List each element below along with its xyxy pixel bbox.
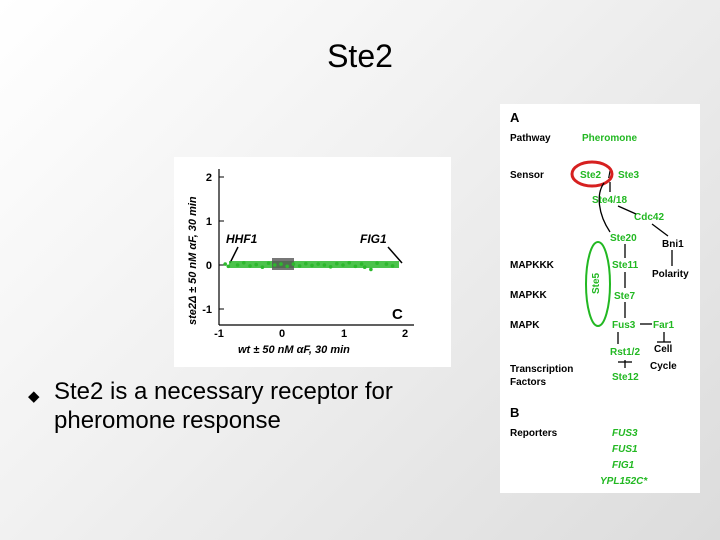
slide-title: Ste2: [327, 38, 393, 74]
scatter-point: [260, 265, 265, 269]
node-separator: /: [608, 170, 611, 181]
arrow-cdc42-to-bni1: [651, 223, 669, 237]
node-bni1: Bni1: [662, 239, 684, 250]
node-ste12: Ste12: [612, 372, 639, 383]
panel-label-c: C: [392, 306, 403, 323]
x-tick-label: -1: [214, 328, 224, 340]
annotation-hhf1: HHF1: [226, 232, 258, 246]
node-polarity: Polarity: [652, 269, 689, 280]
ste5-scaffold-outline: [585, 241, 611, 327]
node-ste7: Ste7: [614, 291, 636, 302]
bullet-point: ◆ Ste2 is a necessary receptor for phero…: [28, 377, 470, 435]
y-tick-label: 1: [206, 216, 212, 228]
node-ste4-18: Ste4/18: [592, 195, 627, 206]
row-label-sensor: Sensor: [510, 170, 544, 181]
scatter-point: [341, 263, 345, 267]
x-tick-label: 1: [341, 328, 347, 340]
scatter-point: [390, 264, 395, 268]
node-rst12: Rst1/2: [610, 347, 640, 358]
scatter-point: [369, 267, 373, 272]
scatter-points: [223, 261, 395, 272]
row-label-mapk: MAPK: [510, 320, 540, 331]
reporter-fus3: FUS3: [612, 428, 638, 439]
node-cycle: Cycle: [650, 361, 677, 372]
scatter-point: [254, 262, 258, 267]
x-axis-label: wt ± 50 nM αF, 30 min: [238, 344, 350, 356]
node-cell: Cell: [654, 344, 673, 355]
reporter-fig1: FIG1: [612, 460, 635, 471]
node-cdc42: Cdc42: [634, 212, 664, 223]
scatter-plot: 2 1 0 -1 -1 0 1 2 ste2Δ ± 50 nM αF, 30 m…: [187, 169, 414, 356]
node-ste11: Ste11: [612, 260, 639, 271]
reporter-fus1: FUS1: [612, 444, 638, 455]
arrow-ste4-to-cdc42: [617, 205, 637, 215]
scatter-point: [291, 262, 296, 266]
row-label-factors: Factors: [510, 377, 547, 388]
annotation-arrow: [229, 246, 239, 264]
node-ste20: Ste20: [610, 233, 637, 244]
scatter-point: [362, 265, 367, 269]
scatter-point: [316, 262, 320, 266]
scatter-point: [328, 265, 333, 269]
annotation-arrow: [387, 246, 403, 264]
pathway-figure: A Pathway Sensor MAPKKK MAPKK MAPK Trans…: [500, 104, 700, 493]
pathway-diagram: A Pathway Sensor MAPKKK MAPKK MAPK Trans…: [510, 110, 689, 487]
x-tick-label: 0: [279, 328, 285, 340]
row-label-pathway: Pathway: [510, 133, 551, 144]
scatter-point: [242, 261, 246, 265]
scatter-point: [310, 263, 314, 268]
scatter-point: [223, 262, 227, 266]
bullet-text: Ste2 is a necessary receptor for pheromo…: [54, 378, 393, 434]
scatter-point: [304, 261, 308, 266]
y-tick-label: -1: [202, 304, 212, 316]
node-ste3: Ste3: [618, 170, 640, 181]
reporter-ypl152c: YPL152C*: [600, 476, 648, 487]
scatter-point: [285, 264, 289, 269]
y-axis-label: ste2Δ ± 50 nM αF, 30 min: [187, 196, 199, 325]
scatter-point: [226, 264, 231, 269]
scatter-point: [347, 261, 351, 265]
row-label-mapkk: MAPKK: [510, 290, 547, 301]
scatter-point: [235, 263, 240, 267]
node-ste2: Ste2: [580, 170, 602, 181]
x-tick-label: 2: [402, 328, 408, 340]
scatter-point: [266, 261, 271, 265]
scatter-point: [273, 263, 277, 267]
scatter-point: [335, 261, 339, 266]
scatter-point: [297, 264, 302, 268]
annotation-fig1: FIG1: [360, 232, 387, 246]
row-label-mapkkk: MAPKKK: [510, 260, 555, 271]
arrow-sensor-curve: [598, 182, 611, 233]
y-tick-label: 0: [206, 260, 212, 272]
scatter-point: [279, 262, 283, 266]
scatter-point: [384, 262, 389, 266]
node-fus3: Fus3: [612, 320, 636, 331]
panel-label-a: A: [510, 110, 520, 125]
node-pheromone: Pheromone: [582, 133, 637, 144]
dense-point-band: [229, 261, 399, 268]
ste2-highlight-circle: [570, 160, 614, 188]
scatter-point: [359, 262, 364, 266]
scatter-point: [248, 264, 252, 268]
scatter-point: [375, 261, 379, 265]
scatter-point: [322, 263, 327, 267]
bullet-diamond-icon: ◆: [28, 388, 40, 405]
row-label-reporters: Reporters: [510, 428, 558, 439]
panel-label-b: B: [510, 405, 519, 420]
scatter-point: [353, 264, 358, 269]
scatter-figure: 2 1 0 -1 -1 0 1 2 ste2Δ ± 50 nM αF, 30 m…: [174, 157, 451, 367]
node-ste5: Ste5: [591, 272, 602, 294]
y-tick-label: 2: [206, 172, 212, 184]
node-far1: Far1: [653, 320, 675, 331]
row-label-transcription: Transcription: [510, 364, 573, 375]
